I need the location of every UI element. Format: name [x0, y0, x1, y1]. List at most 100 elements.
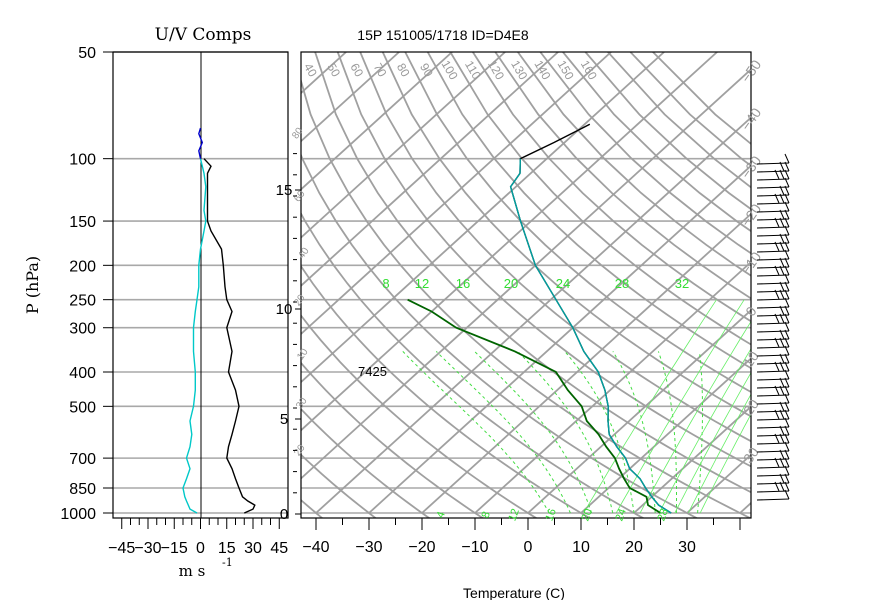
dry-adiabat-label: 50 [324, 61, 343, 80]
wind-barb-flag [784, 321, 790, 332]
wind-barb-flag [779, 193, 785, 204]
wind-barb-flag [779, 185, 785, 196]
wind-barb-shaft [756, 394, 790, 397]
mixing-ratio-line [583, 299, 717, 514]
wind-barb-flag [784, 249, 790, 260]
wind-barb-flag [784, 281, 790, 292]
isotherm [793, 52, 887, 513]
wind-barb-flag [784, 409, 790, 420]
isotherm [686, 453, 751, 514]
wind-barb-flag [784, 481, 790, 492]
mixing-ratio-label: 28 [615, 276, 629, 291]
wind-barb-shaft [756, 322, 790, 325]
wind-barb-shaft [756, 490, 790, 493]
uv-y-tick-labels: 50 100 150 200 250 300 400 500 700 850 1000 [60, 45, 113, 523]
wind-barb-shaft [756, 306, 790, 309]
wind-barb-flag [784, 401, 790, 412]
dry-adiabat [584, 52, 751, 211]
dry-adiabat-label: 60 [347, 61, 366, 80]
wind-barb-flag [774, 217, 780, 228]
wind-barb-flag [779, 265, 785, 276]
isotherm [301, 52, 400, 143]
skewt-x-tick-label: 10 [572, 539, 590, 556]
wind-barb-flag [779, 233, 785, 244]
wind-barb-flag [779, 449, 785, 460]
dry-adiabat [404, 52, 751, 394]
moist-adiabat-label: 8 [479, 510, 492, 520]
moist-adiabat-label: 20 [579, 507, 594, 523]
wind-barb-shaft [756, 410, 790, 413]
moist-adiabat-label: 4 [434, 510, 447, 520]
isotherm-label: 10 [740, 348, 762, 370]
wind-barb-flag [784, 177, 790, 188]
wind-barb-shaft [756, 346, 790, 349]
wind-barb-flag [784, 433, 790, 444]
uv-x-tick-label: −45 [108, 540, 135, 557]
wind-barb-flag [774, 193, 780, 204]
wind-barb-shaft [756, 450, 790, 453]
wind-barb-shaft [756, 362, 790, 365]
wind-barb-flag [774, 361, 780, 372]
height-km-label: 15 [276, 182, 293, 199]
uv-panel-title: U/V Comps [155, 25, 252, 45]
dry-adiabat [301, 211, 645, 518]
moist-adiabat [612, 351, 656, 514]
height-km-label: 5 [280, 411, 288, 428]
wind-barb-flag [774, 289, 780, 300]
isotherm [580, 357, 751, 514]
mixing-ratio-line [639, 320, 751, 514]
wind-barb-flag [774, 241, 780, 252]
isotherm [315, 116, 751, 514]
wind-barb-flag [774, 433, 780, 444]
mixing-ratio-line [687, 393, 751, 514]
wind-barb-flag [784, 489, 790, 500]
dry-adiabat [314, 52, 751, 494]
wind-barb-flag [784, 465, 790, 476]
skewt-x-tick-label: −10 [461, 539, 488, 556]
wind-barb-flag [784, 217, 790, 228]
wind-barb-shaft [756, 290, 790, 293]
wind-barb-shaft [756, 466, 790, 469]
wind-barb-shaft [756, 266, 790, 269]
wind-barb-shaft [756, 330, 790, 333]
wind-barb-flag [779, 385, 785, 396]
skewt-x-axis-label: Temperature (C) [463, 585, 565, 600]
wind-barb-shaft [756, 234, 790, 237]
wind-barb-shaft [756, 338, 790, 341]
wind-barb-flag [784, 241, 790, 252]
wind-barb-flag [784, 449, 790, 460]
wind-barb-flag [774, 337, 780, 348]
uv-y-tick-label: 700 [69, 451, 96, 468]
uv-y-tick-label: 200 [69, 258, 96, 275]
isotherm-edge-label: 30 [294, 395, 310, 411]
uv-x-tick-label: 45 [270, 540, 288, 557]
wind-barb-flag [779, 281, 785, 292]
wind-barb-shaft [756, 194, 790, 197]
wind-barb-flag [784, 337, 790, 348]
uv-x-ticks: −45 −30 −15 0 15 30 45 [108, 518, 288, 557]
wind-barb-flag [784, 313, 790, 324]
uv-y-tick-label: 500 [69, 399, 96, 416]
wind-barb-shaft [756, 474, 790, 477]
wind-barb-shaft [756, 210, 790, 213]
wind-barb-shaft [756, 402, 790, 405]
mixing-ratio-line [674, 371, 751, 514]
uv-y-tick-label: 50 [78, 45, 96, 62]
wind-barb-flag [784, 377, 790, 388]
moist-adiabat [697, 351, 703, 514]
dry-adiabat [472, 52, 751, 323]
wind-barb-flag [784, 233, 790, 244]
dry-adiabat-label: 150 [555, 58, 577, 83]
isotherm [301, 68, 751, 480]
isotherm [301, 52, 347, 95]
wind-barb-flag [779, 409, 785, 420]
wind-barb-flag [779, 161, 785, 172]
uv-y-tick-label: 1000 [60, 506, 96, 523]
uv-x-tick-label: 30 [244, 540, 262, 557]
wind-barb-shaft [756, 178, 790, 181]
wind-barb-shaft [756, 226, 790, 229]
uv-x-tick-label: 15 [218, 540, 236, 557]
wind-barb-flag [784, 209, 790, 220]
dry-adiabat-label: 140 [531, 58, 553, 83]
